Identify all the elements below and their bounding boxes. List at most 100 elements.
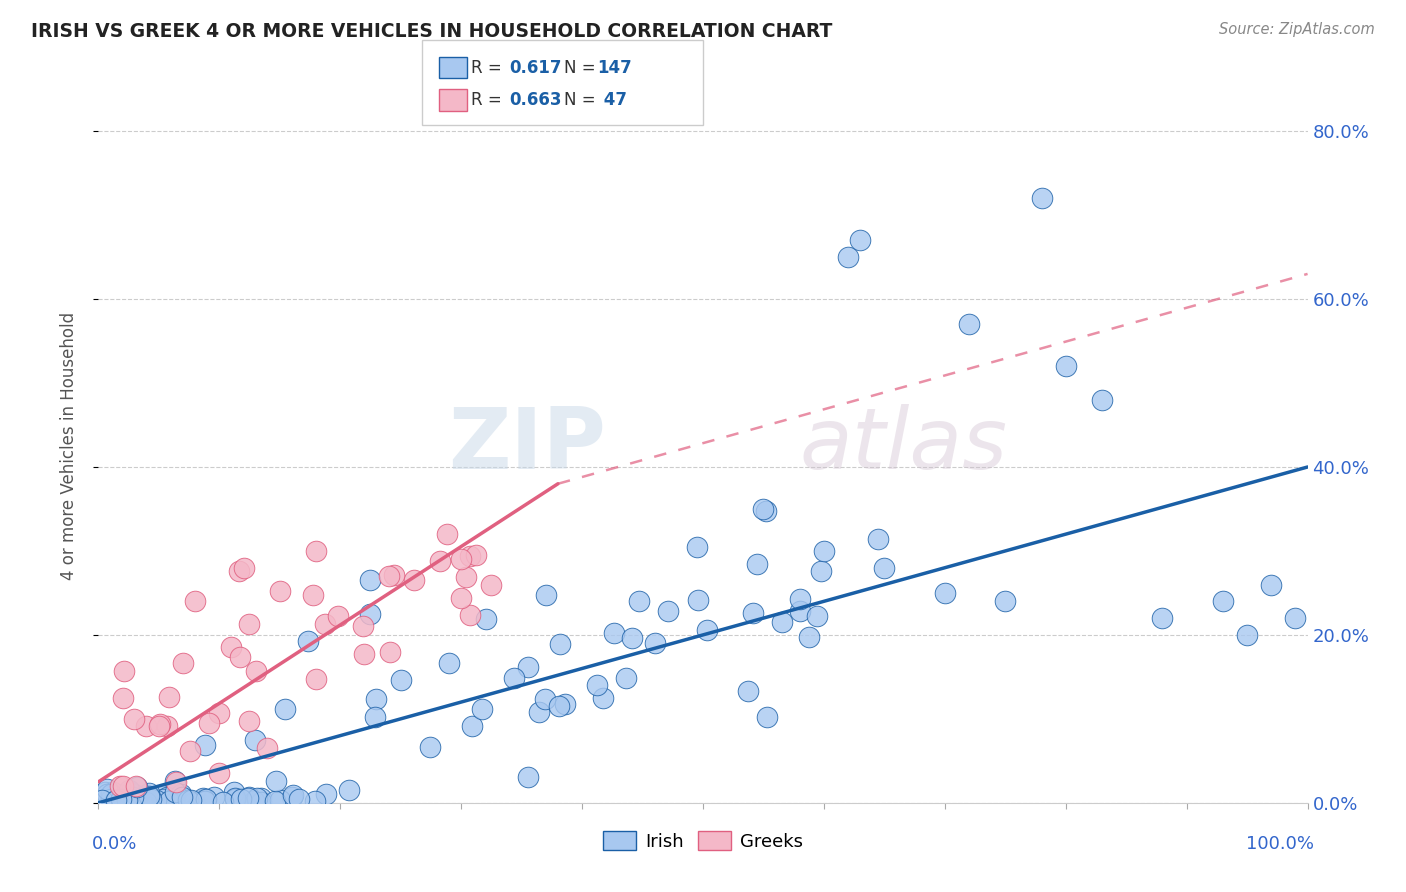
Point — [232, 560, 254, 574]
Text: R =: R = — [471, 91, 508, 109]
Point — [135, 791, 157, 805]
Point — [118, 783, 141, 797]
Point — [657, 604, 679, 618]
Point — [198, 716, 221, 731]
Text: atlas: atlas — [800, 404, 1008, 488]
Point — [1236, 628, 1258, 642]
Point — [297, 634, 319, 648]
Point — [219, 640, 242, 654]
Point — [115, 793, 138, 807]
Point — [470, 702, 492, 716]
Point — [429, 554, 451, 568]
Point — [1284, 611, 1306, 625]
Point — [994, 594, 1017, 608]
Point — [238, 714, 260, 729]
Point — [100, 787, 122, 801]
Text: ZIP: ZIP — [449, 404, 606, 488]
Point — [246, 790, 269, 805]
Point — [115, 793, 138, 807]
Text: 147: 147 — [598, 59, 633, 77]
Point — [1054, 359, 1077, 374]
Point — [1152, 611, 1174, 625]
Point — [377, 569, 399, 583]
Point — [163, 795, 186, 809]
Point — [224, 785, 246, 799]
Point — [124, 787, 146, 801]
Point — [548, 637, 571, 651]
Text: IRISH VS GREEK 4 OR MORE VEHICLES IN HOUSEHOLD CORRELATION CHART: IRISH VS GREEK 4 OR MORE VEHICLES IN HOU… — [31, 22, 832, 41]
Point — [747, 557, 769, 571]
Point — [614, 671, 637, 685]
Point — [517, 770, 540, 784]
Point — [110, 791, 132, 805]
Point — [797, 631, 820, 645]
Point — [789, 604, 811, 618]
Point — [103, 785, 125, 799]
Point — [620, 632, 643, 646]
Point — [202, 790, 225, 805]
Point — [866, 532, 889, 546]
Point — [132, 792, 155, 806]
Point — [115, 789, 138, 803]
Point — [191, 794, 214, 808]
Point — [117, 791, 139, 805]
Point — [1091, 392, 1114, 407]
Point — [124, 795, 146, 809]
Point — [149, 717, 172, 731]
Y-axis label: 4 or more Vehicles in Household: 4 or more Vehicles in Household — [59, 312, 77, 580]
Point — [305, 673, 328, 687]
Text: 100.0%: 100.0% — [1246, 835, 1313, 853]
Point — [873, 560, 896, 574]
Point — [107, 793, 129, 807]
Point — [111, 790, 134, 805]
Point — [436, 527, 458, 541]
Point — [115, 794, 138, 808]
Point — [305, 544, 328, 558]
Point — [245, 664, 267, 678]
Text: N =: N = — [564, 91, 600, 109]
Point — [184, 594, 207, 608]
Point — [849, 233, 872, 247]
Point — [737, 684, 759, 698]
Point — [461, 718, 484, 732]
Point — [503, 671, 526, 685]
Point — [96, 781, 118, 796]
Text: 0.0%: 0.0% — [93, 835, 138, 853]
Point — [145, 796, 167, 810]
Point — [125, 779, 148, 793]
Point — [283, 789, 305, 803]
Point — [302, 588, 325, 602]
Point — [456, 570, 478, 584]
Point — [173, 791, 195, 805]
Point — [212, 795, 235, 809]
Point — [127, 780, 149, 794]
Point — [364, 710, 387, 724]
Point — [195, 792, 218, 806]
Point — [180, 793, 202, 807]
Point — [382, 568, 405, 582]
Point — [122, 790, 145, 805]
Point — [517, 660, 540, 674]
Point — [450, 591, 472, 605]
Point — [224, 792, 246, 806]
Point — [547, 698, 569, 713]
Point — [238, 617, 260, 632]
Point — [269, 793, 291, 807]
Point — [120, 784, 142, 798]
Point — [314, 617, 336, 632]
Point — [364, 691, 387, 706]
Point — [304, 794, 326, 808]
Point — [554, 697, 576, 711]
Point — [256, 740, 278, 755]
Point — [269, 583, 291, 598]
Point — [464, 549, 486, 563]
Point — [139, 791, 162, 805]
Point — [165, 773, 187, 788]
Point — [165, 775, 187, 789]
Text: 47: 47 — [598, 91, 627, 109]
Point — [243, 733, 266, 747]
Point — [208, 706, 231, 720]
Point — [135, 719, 157, 733]
Point — [134, 794, 156, 808]
Point — [238, 790, 260, 805]
